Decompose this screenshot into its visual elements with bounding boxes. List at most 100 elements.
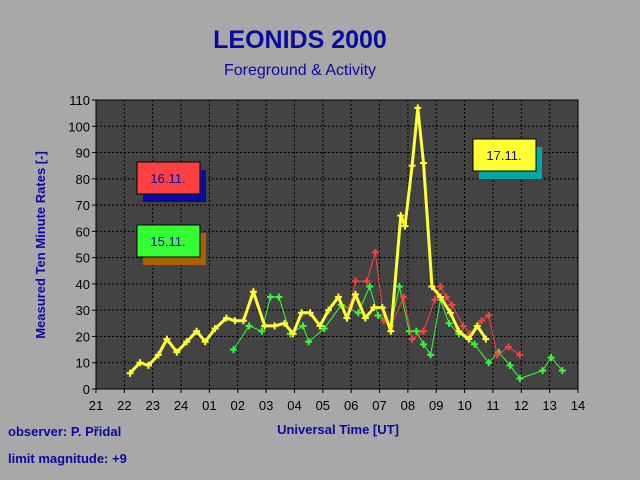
data-point bbox=[446, 309, 454, 317]
data-point bbox=[408, 162, 416, 170]
data-point bbox=[275, 293, 283, 301]
data-point bbox=[482, 335, 490, 343]
data-point bbox=[351, 277, 359, 285]
data-point bbox=[306, 309, 314, 317]
data-point bbox=[343, 314, 351, 322]
data-point bbox=[366, 283, 374, 291]
x-tick-label: 02 bbox=[231, 398, 245, 413]
x-tick-label: 04 bbox=[287, 398, 301, 413]
y-tick-label: 60 bbox=[76, 224, 90, 239]
legend-item-1611: 16.11. bbox=[136, 161, 206, 202]
data-point bbox=[249, 288, 257, 296]
data-point bbox=[428, 283, 436, 291]
y-tick-label: 50 bbox=[76, 251, 90, 266]
x-tick-label: 21 bbox=[89, 398, 103, 413]
data-point bbox=[473, 322, 481, 330]
data-point bbox=[419, 327, 427, 335]
data-point bbox=[173, 348, 181, 356]
data-point bbox=[419, 340, 427, 348]
data-point bbox=[419, 159, 427, 167]
data-point bbox=[448, 301, 456, 309]
data-point bbox=[485, 311, 493, 319]
y-tick-label: 20 bbox=[76, 329, 90, 344]
data-point bbox=[324, 306, 332, 314]
data-point bbox=[493, 351, 501, 359]
data-point bbox=[395, 283, 403, 291]
data-point bbox=[136, 359, 144, 367]
data-point bbox=[354, 309, 362, 317]
data-point bbox=[363, 277, 371, 285]
data-point bbox=[405, 327, 413, 335]
data-point bbox=[245, 322, 253, 330]
data-point bbox=[201, 338, 209, 346]
y-tick-label: 40 bbox=[76, 277, 90, 292]
y-axis-label: Measured Ten Minute Rates [-] bbox=[33, 151, 48, 339]
data-point bbox=[299, 322, 307, 330]
data-point bbox=[163, 335, 171, 343]
x-tick-label: 13 bbox=[542, 398, 556, 413]
data-point bbox=[222, 314, 230, 322]
data-point bbox=[374, 311, 382, 319]
data-point bbox=[334, 293, 342, 301]
x-tick-label: 09 bbox=[429, 398, 443, 413]
data-point bbox=[414, 104, 422, 112]
y-tick-label: 100 bbox=[68, 119, 90, 134]
x-tick-label: 10 bbox=[457, 398, 471, 413]
x-tick-label: 23 bbox=[145, 398, 159, 413]
data-point bbox=[427, 351, 435, 359]
data-point bbox=[258, 327, 266, 335]
observer-text: observer: P. Přidal bbox=[8, 424, 122, 439]
data-point bbox=[558, 367, 566, 375]
data-point bbox=[266, 293, 274, 301]
y-tick-label: 70 bbox=[76, 198, 90, 213]
data-point bbox=[547, 353, 555, 361]
limit-magnitude-text: limit magnitude: +9 bbox=[8, 451, 127, 466]
data-point bbox=[436, 293, 444, 301]
data-point bbox=[305, 338, 313, 346]
data-point bbox=[459, 322, 467, 330]
data-point bbox=[412, 327, 420, 335]
data-point bbox=[211, 325, 219, 333]
data-point bbox=[506, 361, 514, 369]
axis-ticks: 21 22 23 24 01 02 03 04 05 06 07 08 09 10 11 12 13 14 0 10 2… bbox=[68, 93, 585, 413]
data-point bbox=[455, 327, 463, 335]
legend-item-1511: 15.11. bbox=[136, 224, 206, 265]
data-point bbox=[400, 293, 408, 301]
x-tick-label: 08 bbox=[401, 398, 415, 413]
data-point bbox=[478, 317, 486, 325]
data-point bbox=[408, 335, 416, 343]
y-tick-label: 110 bbox=[69, 93, 90, 108]
x-tick-label: 12 bbox=[514, 398, 528, 413]
data-point bbox=[516, 374, 524, 382]
x-tick-label: 14 bbox=[571, 398, 585, 413]
legend-label: 17.11. bbox=[486, 148, 521, 163]
x-tick-label: 11 bbox=[486, 398, 500, 413]
chart-subtitle: Foreground & Activity bbox=[223, 62, 377, 79]
y-tick-label: 30 bbox=[76, 303, 90, 318]
data-point bbox=[431, 296, 439, 304]
data-point bbox=[539, 367, 547, 375]
data-point bbox=[378, 304, 386, 312]
data-point bbox=[371, 248, 379, 256]
data-point bbox=[436, 283, 444, 291]
chart-title: LEONIDS 2000 bbox=[213, 26, 387, 54]
data-point bbox=[126, 369, 134, 377]
x-tick-label: 22 bbox=[117, 398, 131, 413]
data-point bbox=[316, 322, 324, 330]
data-point bbox=[370, 304, 378, 312]
data-point bbox=[320, 325, 328, 333]
series-group bbox=[126, 104, 566, 382]
data-point bbox=[261, 322, 269, 330]
data-point bbox=[397, 212, 405, 220]
legend: 16.11. 15.11. 17.11. bbox=[136, 138, 542, 265]
series-1711 bbox=[126, 104, 490, 377]
data-point bbox=[516, 351, 524, 359]
data-point bbox=[239, 317, 247, 325]
legend-label: 16.11. bbox=[150, 171, 185, 186]
x-axis-label: Universal Time [UT] bbox=[277, 422, 399, 437]
data-point bbox=[230, 346, 238, 354]
x-tick-label: 03 bbox=[259, 398, 273, 413]
data-point bbox=[154, 351, 162, 359]
legend-box bbox=[136, 224, 201, 258]
